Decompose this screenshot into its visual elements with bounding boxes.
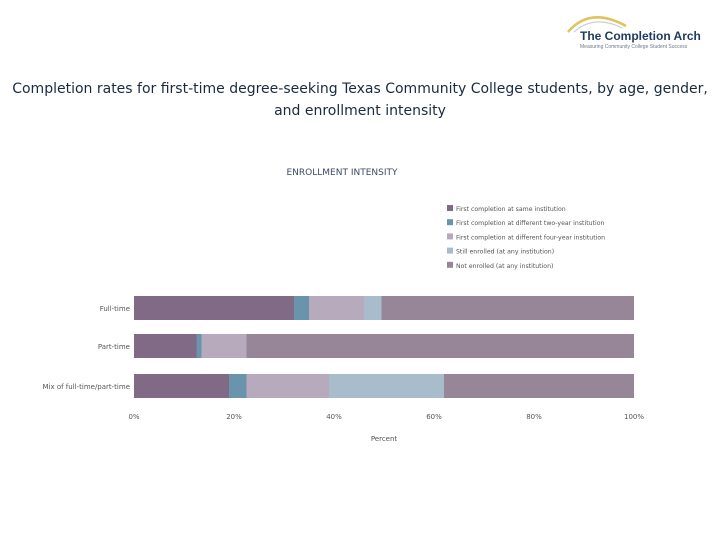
legend-swatch <box>447 247 453 254</box>
x-axis-ticks: 0% 20% 40% 60% 80% 100% <box>128 413 644 421</box>
category-label: Mix of full-time/part-time <box>42 383 130 391</box>
bar-segment <box>294 296 309 320</box>
bar-segment <box>246 334 634 358</box>
bar-segment <box>309 296 364 320</box>
category-labels: Full-time Part-time Mix of full-time/part-… <box>42 305 130 391</box>
bar-segment <box>134 296 294 320</box>
logo-arc-icon <box>567 16 627 33</box>
bar-segment <box>196 334 202 358</box>
chart-legend: First completion at same institution Firs… <box>447 205 605 270</box>
bar-segment <box>134 374 229 398</box>
bar-segment <box>444 374 634 398</box>
legend-swatch <box>447 205 453 211</box>
x-axis-label: Percent <box>371 435 398 443</box>
legend-label: Not enrolled (at any institution) <box>456 263 553 270</box>
bar-segment <box>364 296 382 320</box>
legend-label: First completion at different two-year i… <box>456 220 604 227</box>
legend-label: First completion at same institution <box>456 206 566 213</box>
x-tick-label: 60% <box>426 413 442 421</box>
bar-segment <box>201 334 247 358</box>
chart-bars <box>134 296 634 398</box>
slide-title: Completion rates for first-time degree-s… <box>12 81 708 119</box>
legend-swatch <box>447 233 453 240</box>
bar-segment <box>229 374 247 398</box>
logo-subtitle: Measuring Community College Student Succ… <box>580 44 688 50</box>
category-label: Full-time <box>100 305 130 313</box>
x-tick-label: 0% <box>128 413 139 421</box>
bar-segment <box>246 374 329 398</box>
x-tick-label: 80% <box>526 413 542 421</box>
category-label: Part-time <box>98 343 130 351</box>
legend-swatch <box>447 261 453 268</box>
legend-label: First completion at different four-year … <box>456 234 605 241</box>
chart-title: ENROLLMENT INTENSITY <box>287 168 398 178</box>
bar-segment <box>381 296 634 320</box>
x-tick-label: 20% <box>226 413 242 421</box>
legend-label: Still enrolled (at any institution) <box>456 249 554 256</box>
bar-segment <box>134 334 197 358</box>
bar-segment <box>329 374 444 398</box>
logo-title: The Completion Arch <box>580 29 701 43</box>
legend-swatch <box>447 219 453 226</box>
completion-arch-logo: The Completion Arch Measuring Community … <box>560 10 710 52</box>
x-tick-label: 100% <box>624 413 644 421</box>
x-tick-label: 40% <box>326 413 342 421</box>
